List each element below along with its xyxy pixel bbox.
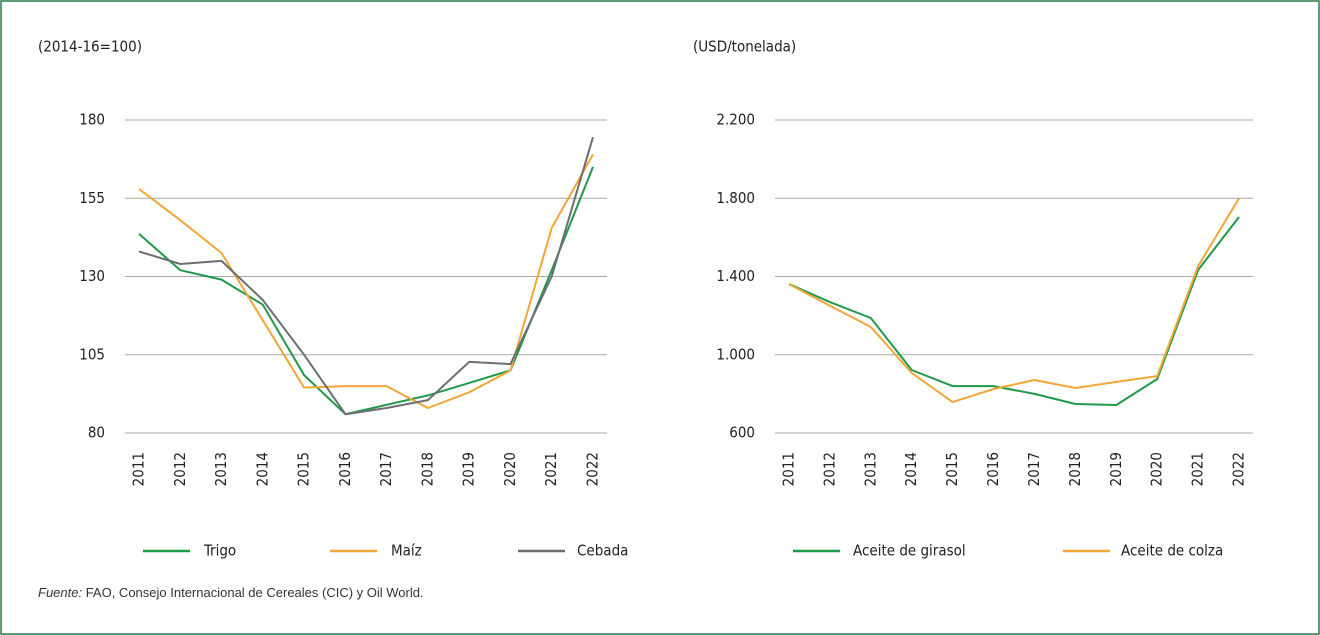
x-tick-label: 2017 bbox=[1025, 452, 1043, 486]
line-series bbox=[138, 166, 594, 416]
x-tick-label: 2019 bbox=[460, 452, 478, 486]
x-tick-label: 2013 bbox=[861, 452, 879, 486]
legend-label: Cebada bbox=[577, 542, 628, 560]
line-series bbox=[788, 197, 1240, 404]
line-series bbox=[788, 216, 1240, 406]
x-tick-label: 2021 bbox=[1189, 452, 1207, 486]
x-tick-label: 2022 bbox=[584, 452, 602, 486]
y-tick-label: 1.800 bbox=[716, 189, 755, 207]
line-series bbox=[138, 153, 594, 409]
x-tick-label: 2020 bbox=[501, 452, 519, 486]
x-tick-label: 2011 bbox=[130, 452, 148, 486]
y-tick-label: 180 bbox=[79, 111, 105, 129]
y-tick-label: 130 bbox=[79, 267, 105, 285]
legend-label: Aceite de colza bbox=[1121, 542, 1223, 560]
x-tick-label: 2012 bbox=[820, 452, 838, 486]
source-label: Fuente: bbox=[38, 585, 82, 600]
y-axis-label: (USD/tonelada) bbox=[693, 38, 796, 56]
y-axis-label: (2014-16=100) bbox=[38, 38, 142, 56]
y-tick-label: 105 bbox=[79, 345, 105, 363]
y-tick-label: 155 bbox=[79, 189, 105, 207]
y-tick-label: 1.400 bbox=[716, 267, 755, 285]
x-tick-label: 2022 bbox=[1230, 452, 1248, 486]
x-tick-label: 2014 bbox=[902, 452, 920, 486]
x-tick-label: 2016 bbox=[336, 452, 354, 486]
x-tick-label: 2019 bbox=[1107, 452, 1125, 486]
x-tick-label: 2011 bbox=[780, 452, 798, 486]
y-tick-label: 600 bbox=[729, 424, 755, 442]
line-series bbox=[138, 136, 594, 416]
x-tick-label: 2018 bbox=[418, 452, 436, 486]
x-tick-label: 2020 bbox=[1148, 452, 1166, 486]
x-tick-label: 2012 bbox=[171, 452, 189, 486]
x-tick-label: 2017 bbox=[377, 452, 395, 486]
x-tick-label: 2014 bbox=[253, 452, 271, 486]
source-text: FAO, Consejo Internacional de Cereales (… bbox=[82, 585, 424, 600]
x-tick-label: 2015 bbox=[295, 452, 313, 486]
x-tick-label: 2013 bbox=[212, 452, 230, 486]
legend-label: Maíz bbox=[391, 542, 422, 560]
x-tick-label: 2016 bbox=[984, 452, 1002, 486]
x-tick-label: 2018 bbox=[1066, 452, 1084, 486]
x-tick-label: 2015 bbox=[943, 452, 961, 486]
y-tick-label: 2.200 bbox=[716, 111, 755, 129]
legend-label: Trigo bbox=[203, 542, 236, 560]
x-tick-label: 2021 bbox=[542, 452, 560, 486]
legend-label: Aceite de girasol bbox=[853, 542, 966, 560]
y-tick-label: 1.000 bbox=[716, 345, 755, 363]
y-tick-label: 80 bbox=[88, 424, 105, 442]
source: Fuente: FAO, Consejo Internacional de Ce… bbox=[38, 585, 424, 600]
